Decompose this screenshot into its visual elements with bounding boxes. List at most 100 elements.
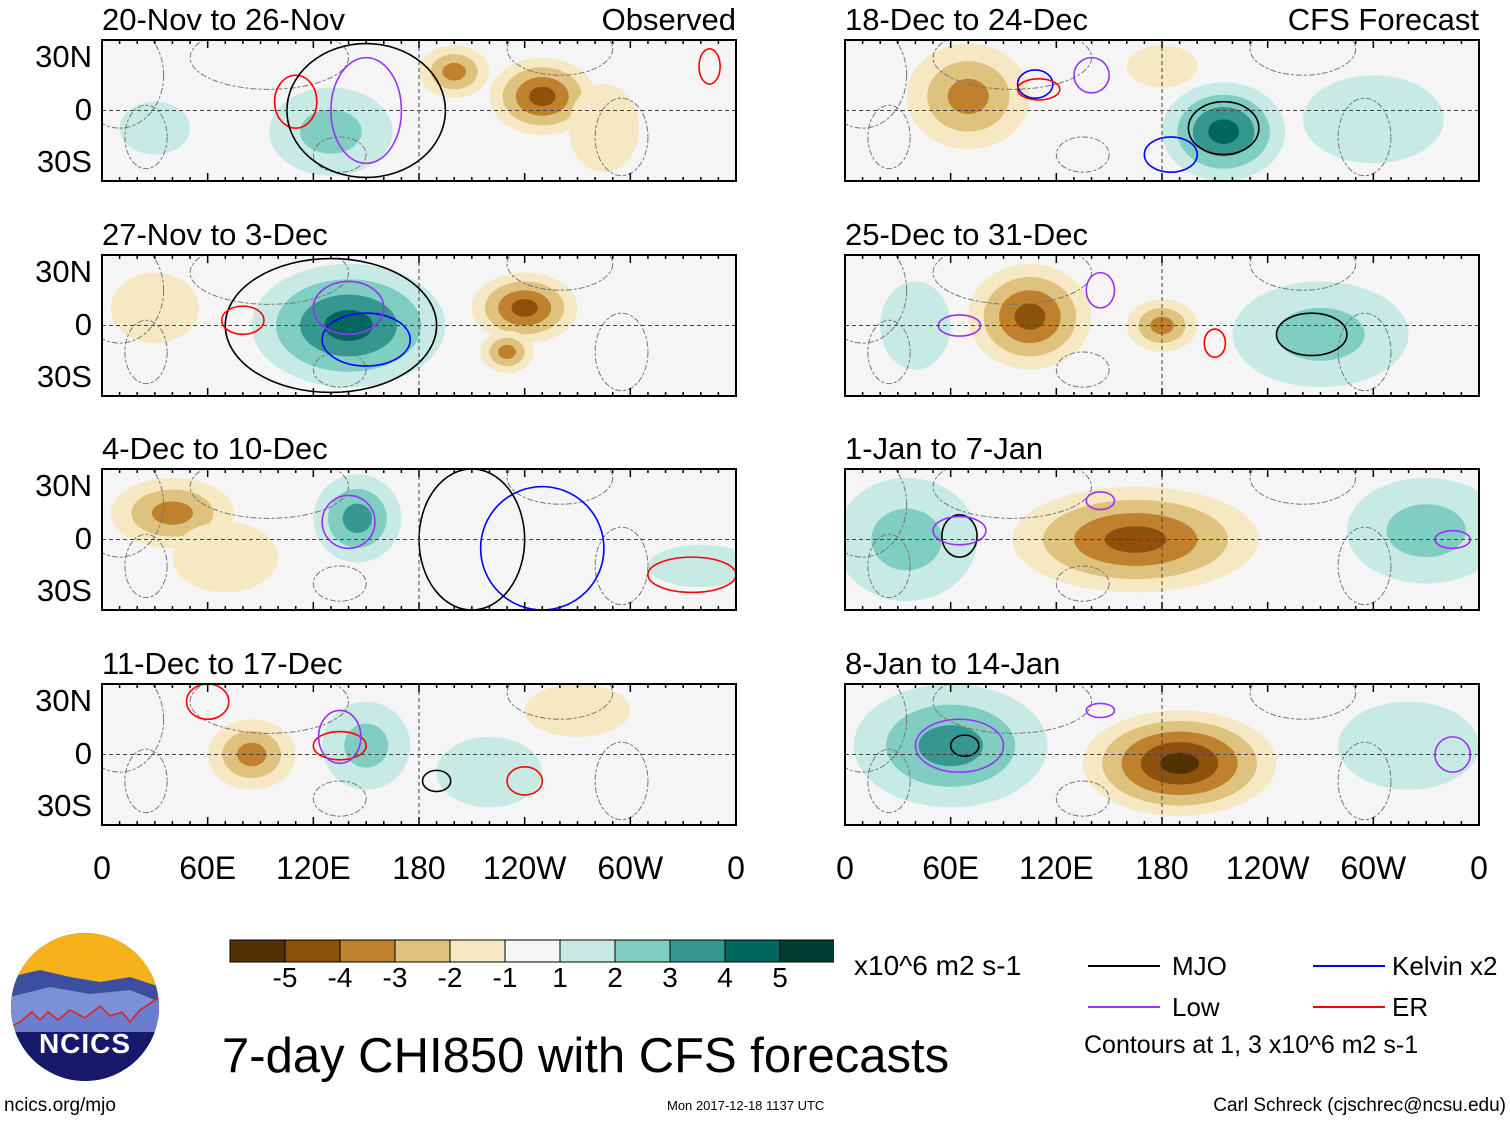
coastline bbox=[845, 469, 908, 558]
contour-er bbox=[185, 684, 230, 721]
contour-kelvin bbox=[1016, 69, 1054, 99]
coastline bbox=[189, 684, 350, 734]
legend-kelvin: Kelvin x2 bbox=[1392, 951, 1498, 981]
coastline bbox=[102, 255, 165, 344]
x-tick-label: 180 bbox=[392, 850, 446, 886]
coastline bbox=[867, 104, 911, 170]
y-tick-label: 30N bbox=[35, 254, 92, 289]
contour-mjo bbox=[421, 769, 452, 793]
colorbar-swatch bbox=[394, 939, 451, 963]
colorbar-tick: -4 bbox=[327, 962, 353, 993]
map-panel bbox=[101, 468, 737, 611]
anomaly-field bbox=[1302, 75, 1444, 164]
anomaly-field bbox=[342, 503, 373, 534]
colorbar-swatch bbox=[724, 939, 781, 963]
contour-low bbox=[312, 280, 385, 336]
anomaly-field bbox=[442, 62, 466, 81]
coastline bbox=[1337, 97, 1392, 177]
anomaly-field bbox=[110, 272, 199, 344]
contour-low bbox=[932, 515, 987, 546]
anomaly-field bbox=[498, 344, 516, 359]
coastline bbox=[102, 469, 165, 558]
coastline bbox=[124, 104, 168, 170]
coastline bbox=[1337, 526, 1392, 606]
contour-low bbox=[914, 718, 1005, 773]
x-tick-label: 60E bbox=[922, 850, 980, 886]
contour-low bbox=[1085, 271, 1116, 309]
contour-low bbox=[330, 56, 403, 165]
coastline bbox=[189, 469, 350, 519]
anomaly-field bbox=[947, 78, 989, 115]
x-tick-label: 0 bbox=[93, 850, 111, 886]
panel-title: 18-Dec to 24-Dec bbox=[845, 2, 1088, 37]
coastline bbox=[506, 40, 614, 76]
colorbar-swatch bbox=[504, 939, 561, 963]
colorbar-swatch bbox=[284, 939, 341, 963]
colorbar-swatch bbox=[339, 939, 396, 963]
units-label: x10^6 m2 s-1 bbox=[854, 950, 1022, 981]
contour-note: Contours at 1, 3 x10^6 m2 s-1 bbox=[1084, 1031, 1419, 1059]
map-panel bbox=[101, 683, 737, 826]
coastline bbox=[312, 136, 367, 173]
coastline bbox=[867, 748, 911, 814]
x-tick-label: 60E bbox=[179, 850, 237, 886]
panel-title: 27-Nov to 3-Dec bbox=[102, 217, 328, 252]
panel-title: 4-Dec to 10-Dec bbox=[102, 431, 328, 466]
map-panel bbox=[844, 468, 1480, 611]
coastline bbox=[312, 565, 367, 602]
website-link[interactable]: ncics.org/mjo bbox=[4, 1095, 116, 1116]
x-tick-label: 120W bbox=[1225, 850, 1310, 886]
y-tick-label: 30S bbox=[36, 573, 92, 608]
anomaly-field bbox=[300, 109, 362, 154]
x-tick-label: 120W bbox=[482, 850, 567, 886]
coastline bbox=[312, 351, 367, 388]
coastline bbox=[845, 255, 908, 344]
map-panel bbox=[844, 39, 1480, 182]
x-tick-label: 120E bbox=[275, 850, 351, 886]
contour-mjo bbox=[949, 734, 980, 758]
contour-er bbox=[1203, 328, 1227, 359]
colorbar-tick: -5 bbox=[272, 962, 298, 993]
anomaly-field bbox=[1014, 303, 1046, 330]
panel-title: 8-Jan to 14-Jan bbox=[845, 646, 1061, 681]
coastline bbox=[1055, 565, 1110, 602]
y-tick-label: 0 bbox=[74, 92, 92, 127]
x-tick-label: 0 bbox=[836, 850, 854, 886]
panel-title: 25-Dec to 31-Dec bbox=[845, 217, 1088, 252]
y-tick-label: 0 bbox=[74, 736, 92, 771]
contour-low bbox=[317, 709, 362, 765]
coastline bbox=[1249, 684, 1357, 720]
y-tick-label: 0 bbox=[74, 521, 92, 556]
anomaly-field bbox=[151, 501, 193, 525]
contour-er bbox=[506, 766, 544, 796]
coastline bbox=[932, 469, 1093, 519]
coastline bbox=[1055, 780, 1110, 817]
coastline bbox=[124, 319, 168, 385]
contour-low bbox=[1085, 702, 1116, 719]
legend-er: ER bbox=[1392, 992, 1429, 1022]
colorbar-tick: -2 bbox=[437, 962, 463, 993]
anomaly-field bbox=[647, 544, 736, 588]
colorbar-swatch bbox=[449, 939, 506, 963]
coastline bbox=[594, 97, 649, 177]
contour-mjo bbox=[1187, 100, 1260, 156]
colorbar-swatch bbox=[614, 939, 671, 963]
anomaly-field bbox=[119, 101, 191, 155]
contour-mjo bbox=[1275, 312, 1348, 357]
colorbar-tick: -3 bbox=[382, 962, 408, 993]
x-tick-label: 60W bbox=[597, 850, 664, 886]
y-tick-label: 30S bbox=[36, 788, 92, 823]
map-panel bbox=[844, 254, 1480, 397]
legend-low: Low bbox=[1172, 992, 1220, 1022]
map-panel bbox=[101, 254, 737, 397]
contour-kelvin bbox=[479, 485, 605, 610]
contour-kelvin bbox=[321, 312, 411, 367]
y-tick-label: 30N bbox=[35, 39, 92, 74]
x-tick-label: 0 bbox=[1470, 850, 1488, 886]
coastline bbox=[1337, 741, 1392, 821]
colorbar-swatch bbox=[669, 939, 726, 963]
coastline bbox=[932, 684, 1093, 734]
anomaly-field bbox=[511, 299, 538, 317]
colorbar-tick: 2 bbox=[607, 962, 623, 993]
